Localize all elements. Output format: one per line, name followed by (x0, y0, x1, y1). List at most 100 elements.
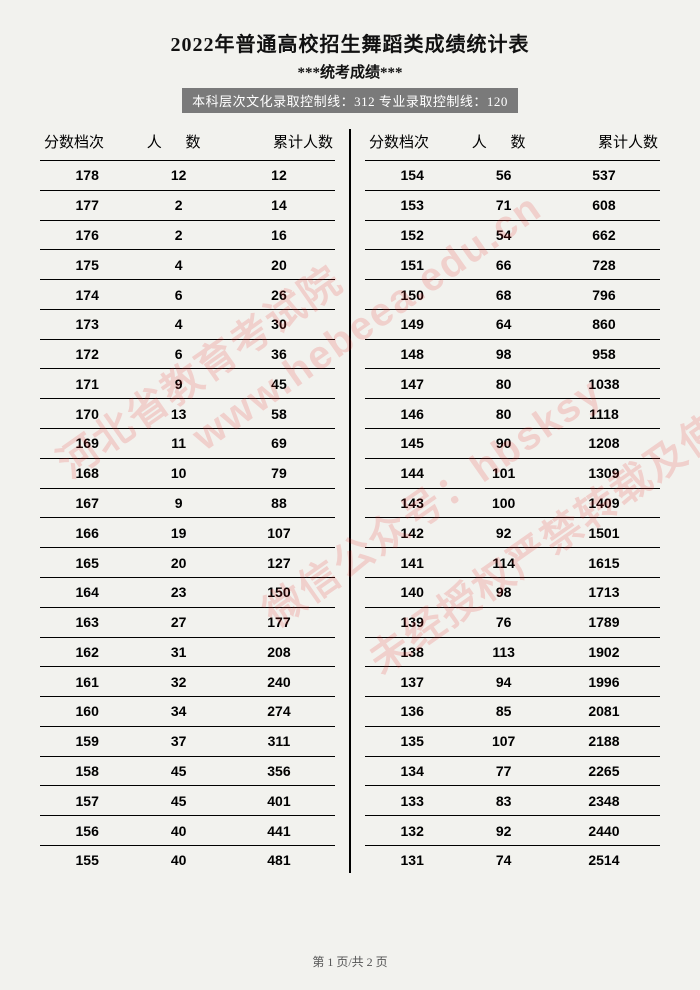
cell-score: 142 (365, 518, 459, 548)
table-row: 147801038 (365, 369, 660, 399)
cell-score: 161 (40, 667, 134, 697)
cell-cumulative: 796 (548, 280, 660, 310)
cell-cumulative: 79 (223, 458, 335, 488)
cell-score: 172 (40, 339, 134, 369)
score-table-right: 分数档次 人 数 累计人数 15456537153716081525466215… (365, 127, 660, 875)
cell-cumulative: 208 (223, 637, 335, 667)
cell-score: 177 (40, 190, 134, 220)
cell-count: 32 (134, 667, 223, 697)
cell-cumulative: 36 (223, 339, 335, 369)
cell-count: 80 (459, 399, 548, 429)
table-row: 16520127 (40, 548, 335, 578)
cell-cumulative: 150 (223, 577, 335, 607)
cell-count: 85 (459, 697, 548, 727)
table-row: 132922440 (365, 816, 660, 846)
cell-cumulative: 1309 (548, 458, 660, 488)
cell-score: 143 (365, 488, 459, 518)
cell-count: 92 (459, 816, 548, 846)
table-row: 1381131902 (365, 637, 660, 667)
cell-score: 164 (40, 577, 134, 607)
cell-cumulative: 2514 (548, 845, 660, 874)
cell-cumulative: 958 (548, 339, 660, 369)
cell-score: 173 (40, 309, 134, 339)
cell-count: 80 (459, 369, 548, 399)
page: 2022年普通高校招生舞蹈类成绩统计表 ***统考成绩*** 本科层次文化录取控… (0, 0, 700, 990)
table-header-row: 分数档次 人 数 累计人数 (40, 127, 335, 161)
cell-cumulative: 1118 (548, 399, 660, 429)
cell-cumulative: 311 (223, 726, 335, 756)
header-count: 人 数 (459, 127, 548, 161)
cell-score: 165 (40, 548, 134, 578)
cell-score: 176 (40, 220, 134, 250)
header-score: 分数档次 (40, 127, 134, 161)
page-footer: 第 1 页/共 2 页 (0, 953, 700, 970)
page-title: 2022年普通高校招生舞蹈类成绩统计表 (40, 28, 660, 57)
table-row: 139761789 (365, 607, 660, 637)
table-row: 1351072188 (365, 726, 660, 756)
cell-count: 10 (134, 458, 223, 488)
score-table-left: 分数档次 人 数 累计人数 17812121772141762161754201… (40, 127, 335, 875)
cell-cumulative: 481 (223, 845, 335, 874)
table-row: 145901208 (365, 429, 660, 459)
table-row: 142921501 (365, 518, 660, 548)
cell-count: 40 (134, 845, 223, 874)
cell-score: 160 (40, 697, 134, 727)
cell-count: 74 (459, 845, 548, 874)
cell-score: 136 (365, 697, 459, 727)
cell-score: 137 (365, 667, 459, 697)
cell-score: 167 (40, 488, 134, 518)
table-row: 1781212 (40, 161, 335, 191)
cell-cumulative: 1409 (548, 488, 660, 518)
table-row: 15540481 (40, 845, 335, 874)
cell-cumulative: 2188 (548, 726, 660, 756)
cutoff-banner: 本科层次文化录取控制线：312 专业录取控制线：120 (182, 88, 518, 113)
table-row: 1441011309 (365, 458, 660, 488)
table-row: 136852081 (365, 697, 660, 727)
cell-cumulative: 608 (548, 190, 660, 220)
cell-cumulative: 1501 (548, 518, 660, 548)
cell-count: 4 (134, 250, 223, 280)
cell-score: 152 (365, 220, 459, 250)
table-row: 16034274 (40, 697, 335, 727)
cell-count: 113 (459, 637, 548, 667)
cell-count: 107 (459, 726, 548, 756)
cell-score: 138 (365, 637, 459, 667)
cell-cumulative: 240 (223, 667, 335, 697)
cell-cumulative: 860 (548, 309, 660, 339)
cell-cumulative: 662 (548, 220, 660, 250)
cell-score: 157 (40, 786, 134, 816)
cell-score: 134 (365, 756, 459, 786)
table-row: 171945 (40, 369, 335, 399)
cell-count: 92 (459, 518, 548, 548)
cell-count: 19 (134, 518, 223, 548)
cell-cumulative: 16 (223, 220, 335, 250)
cell-count: 94 (459, 667, 548, 697)
table-row: 14898958 (365, 339, 660, 369)
cell-cumulative: 1208 (548, 429, 660, 459)
cell-cumulative: 26 (223, 280, 335, 310)
table-row: 1701358 (40, 399, 335, 429)
table-row: 175420 (40, 250, 335, 280)
cell-count: 98 (459, 577, 548, 607)
table-row: 1431001409 (365, 488, 660, 518)
cell-score: 156 (40, 816, 134, 846)
cell-score: 153 (365, 190, 459, 220)
table-row: 14964860 (365, 309, 660, 339)
cell-score: 139 (365, 607, 459, 637)
cell-count: 56 (459, 161, 548, 191)
table-row: 131742514 (365, 845, 660, 874)
cell-score: 150 (365, 280, 459, 310)
table-row: 1681079 (40, 458, 335, 488)
cell-count: 100 (459, 488, 548, 518)
page-subtitle: ***统考成绩*** (40, 61, 660, 82)
table-row: 146801118 (365, 399, 660, 429)
cell-count: 34 (134, 697, 223, 727)
table-row: 16619107 (40, 518, 335, 548)
table-row: 15371608 (365, 190, 660, 220)
cell-score: 135 (365, 726, 459, 756)
table-row: 15937311 (40, 726, 335, 756)
table-row: 15745401 (40, 786, 335, 816)
cell-count: 101 (459, 458, 548, 488)
cell-score: 162 (40, 637, 134, 667)
cell-score: 170 (40, 399, 134, 429)
